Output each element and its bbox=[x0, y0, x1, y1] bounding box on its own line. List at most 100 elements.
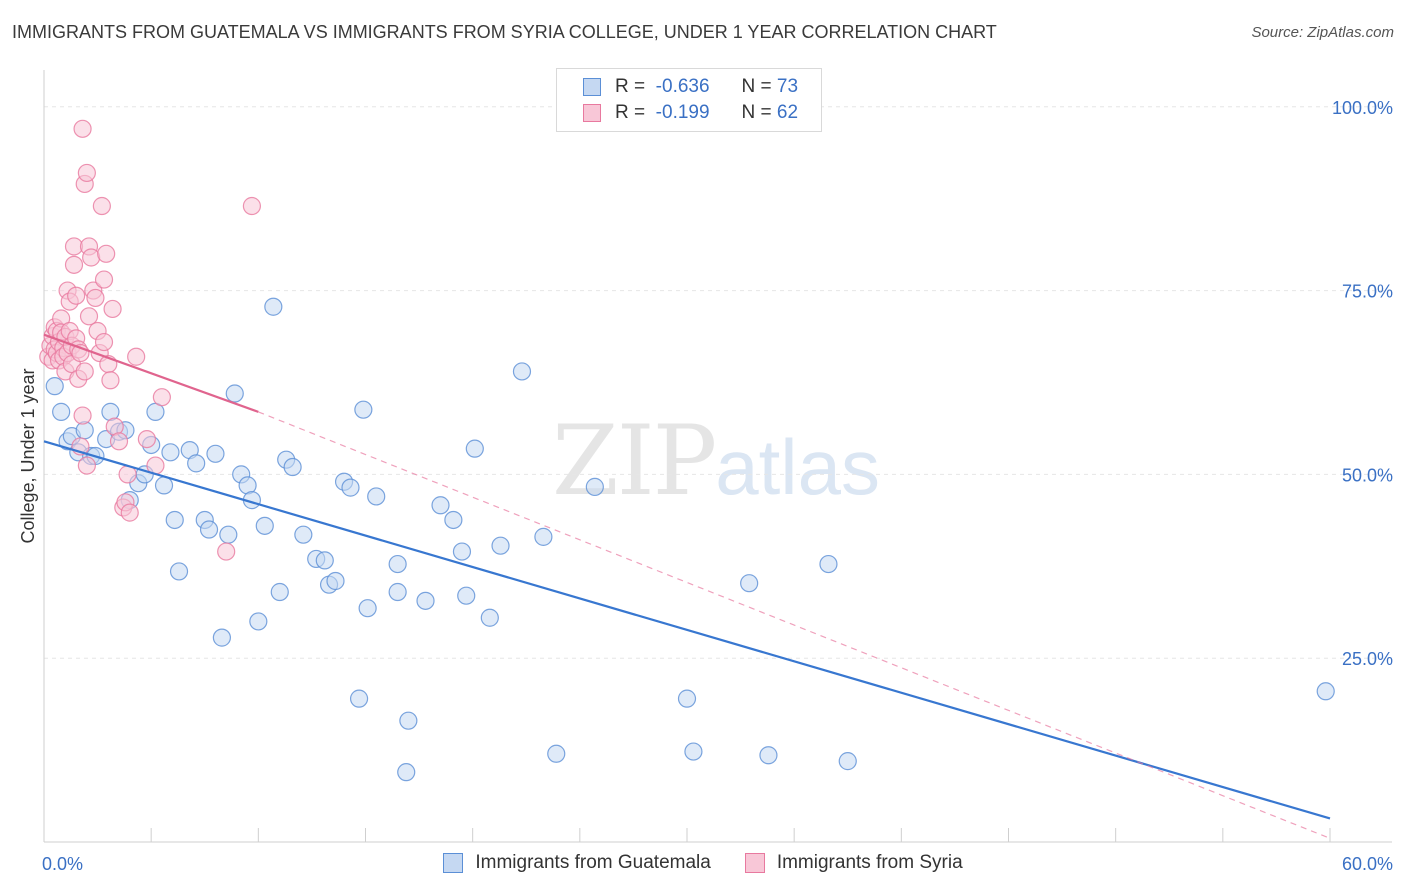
watermark-zip: ZIP bbox=[552, 405, 717, 517]
guatemala-point bbox=[399, 711, 418, 730]
syria-point bbox=[103, 299, 122, 319]
guatemala-point bbox=[315, 551, 334, 570]
syria-point bbox=[64, 255, 84, 274]
syria-point bbox=[97, 244, 116, 263]
y-tick-label: 25.0% bbox=[1342, 649, 1393, 669]
guatemala-point bbox=[349, 689, 369, 708]
y-tick-label: 50.0% bbox=[1342, 465, 1393, 485]
guatemala-point bbox=[534, 527, 553, 546]
legend-n-label: N = bbox=[741, 76, 772, 97]
y-tick-label: 75.0% bbox=[1342, 282, 1393, 302]
guatemala-point bbox=[187, 454, 206, 473]
syria-point bbox=[75, 362, 94, 381]
guatemala-point bbox=[491, 536, 510, 555]
syria-point bbox=[109, 432, 129, 451]
y-tick-label: 100.0% bbox=[1332, 98, 1393, 118]
guatemala-point bbox=[457, 586, 476, 605]
syria-point bbox=[77, 456, 96, 475]
syria-point bbox=[127, 347, 146, 366]
guatemala-point bbox=[759, 746, 778, 765]
legend-r-value-syria: -0.199 bbox=[655, 102, 710, 123]
legend-label-syria: Immigrants from Syria bbox=[776, 852, 963, 873]
guatemala-point bbox=[452, 542, 472, 561]
legend-row-syria: R = -0.199 N = 62 bbox=[583, 101, 798, 125]
series-legend: Immigrants from Guatemala Immigrants fro… bbox=[0, 852, 1406, 874]
legend-row-guatemala: R = -0.636 N = 73 bbox=[583, 75, 798, 99]
guatemala-point bbox=[740, 574, 759, 593]
watermark-atlas: atlas bbox=[715, 423, 880, 511]
guatemala-point bbox=[45, 377, 64, 396]
guatemala-point bbox=[219, 525, 238, 544]
syria-point bbox=[217, 542, 236, 561]
guatemala-point bbox=[358, 599, 377, 618]
guatemala-point bbox=[354, 400, 373, 419]
guatemala-point bbox=[838, 752, 857, 771]
guatemala-point bbox=[294, 525, 313, 544]
guatemala-point bbox=[264, 297, 283, 316]
legend-swatch-guatemala bbox=[583, 78, 601, 96]
syria-point bbox=[82, 248, 101, 267]
guatemala-point bbox=[270, 582, 289, 602]
source-label: Source: ZipAtlas.com bbox=[1251, 24, 1394, 41]
guatemala-point bbox=[341, 478, 360, 497]
syria-point bbox=[94, 332, 114, 352]
legend-item-guatemala: Immigrants from Guatemala bbox=[443, 852, 711, 874]
syria-point bbox=[120, 503, 139, 522]
guatemala-point bbox=[1316, 682, 1335, 701]
legend-label-guatemala: Immigrants from Guatemala bbox=[475, 852, 711, 873]
guatemala-point bbox=[165, 510, 184, 530]
guatemala-point bbox=[480, 608, 499, 627]
legend-r-label: R = bbox=[615, 102, 646, 123]
guatemala-point bbox=[225, 384, 244, 403]
guatemala-point bbox=[677, 689, 697, 708]
y-axis-label: College, Under 1 year bbox=[18, 368, 38, 543]
trendline-syria-extended bbox=[258, 411, 1331, 839]
guatemala-point bbox=[52, 402, 71, 421]
guatemala-point bbox=[199, 520, 219, 539]
syria-point bbox=[77, 163, 96, 183]
guatemala-point bbox=[819, 554, 838, 574]
trendline-guatemala bbox=[43, 440, 1331, 820]
legend-n-label: N = bbox=[741, 102, 772, 123]
syria-point bbox=[73, 119, 92, 138]
legend-n-value-syria: 62 bbox=[776, 102, 799, 123]
guatemala-point bbox=[154, 476, 174, 495]
legend-swatch-guatemala bbox=[443, 853, 464, 873]
guatemala-point bbox=[249, 612, 268, 631]
chart-title: IMMIGRANTS FROM GUATEMALA VS IMMIGRANTS … bbox=[12, 22, 997, 42]
syria-point bbox=[137, 429, 156, 449]
legend-swatch-syria bbox=[583, 104, 601, 122]
syria-point bbox=[92, 196, 111, 216]
syria-point bbox=[101, 371, 120, 390]
guatemala-point bbox=[326, 571, 345, 591]
guatemala-point bbox=[388, 554, 407, 574]
legend-r-value-guatemala: -0.636 bbox=[655, 76, 710, 97]
syria-point bbox=[152, 388, 171, 407]
guatemala-point bbox=[255, 516, 274, 535]
guatemala-point bbox=[388, 582, 407, 602]
guatemala-point bbox=[585, 477, 604, 496]
guatemala-point bbox=[684, 742, 703, 761]
legend-item-syria: Immigrants from Syria bbox=[744, 852, 963, 874]
guatemala-point bbox=[283, 457, 302, 477]
syria-point bbox=[73, 406, 92, 425]
guatemala-point bbox=[161, 443, 180, 462]
guatemala-point bbox=[512, 362, 532, 381]
guatemala-point bbox=[547, 744, 566, 763]
syria-point bbox=[242, 196, 262, 216]
guatemala-point bbox=[416, 591, 435, 610]
guatemala-point bbox=[206, 444, 225, 463]
guatemala-point bbox=[169, 562, 189, 581]
syria-point bbox=[79, 307, 99, 326]
syria-point bbox=[67, 286, 86, 305]
guatemala-point bbox=[212, 628, 231, 647]
guatemala-point bbox=[367, 487, 386, 506]
legend-r-label: R = bbox=[615, 76, 646, 97]
legend-swatch-syria bbox=[744, 853, 765, 873]
syria-point bbox=[86, 288, 105, 308]
trendline-syria bbox=[43, 333, 259, 413]
x-tick-label: 60.0% bbox=[1342, 854, 1393, 874]
syria-point bbox=[94, 270, 114, 289]
zipatlas-watermark: ZIPatlas bbox=[552, 405, 880, 517]
